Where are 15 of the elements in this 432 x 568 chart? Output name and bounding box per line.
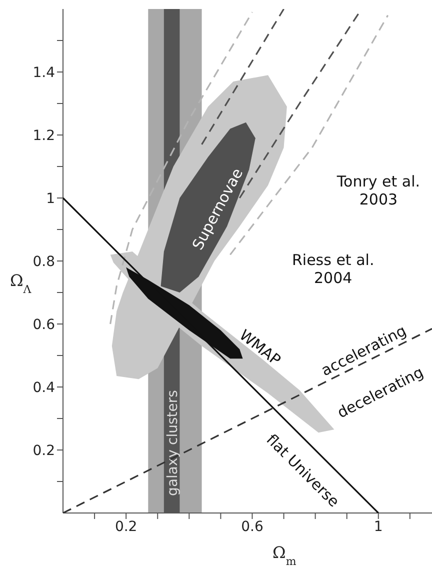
y-tick-label: 0.4: [32, 380, 56, 396]
y-tick-label: 1: [46, 190, 55, 207]
y-tick-label: 1.2: [32, 128, 55, 144]
y-axis-title: Ω$_{Λ}$: [10, 271, 32, 296]
x-axis-title: Ω$_{m}$: [272, 543, 297, 568]
y-tick-label: 0.8: [32, 254, 55, 270]
band-label: galaxy clusters: [164, 390, 181, 496]
annotation: Tonry et al. 2003: [336, 172, 420, 208]
y-tick-label: 1.4: [32, 64, 56, 81]
y-tick-label: 0.6: [32, 316, 56, 333]
x-tick-label: 1: [374, 518, 383, 535]
y-tick-label: 0.2: [32, 442, 55, 459]
x-tick-label: 0.6: [241, 518, 264, 535]
annotation: Riess et al. 2004: [292, 251, 374, 287]
x-tick-label: 0.2: [114, 518, 138, 535]
